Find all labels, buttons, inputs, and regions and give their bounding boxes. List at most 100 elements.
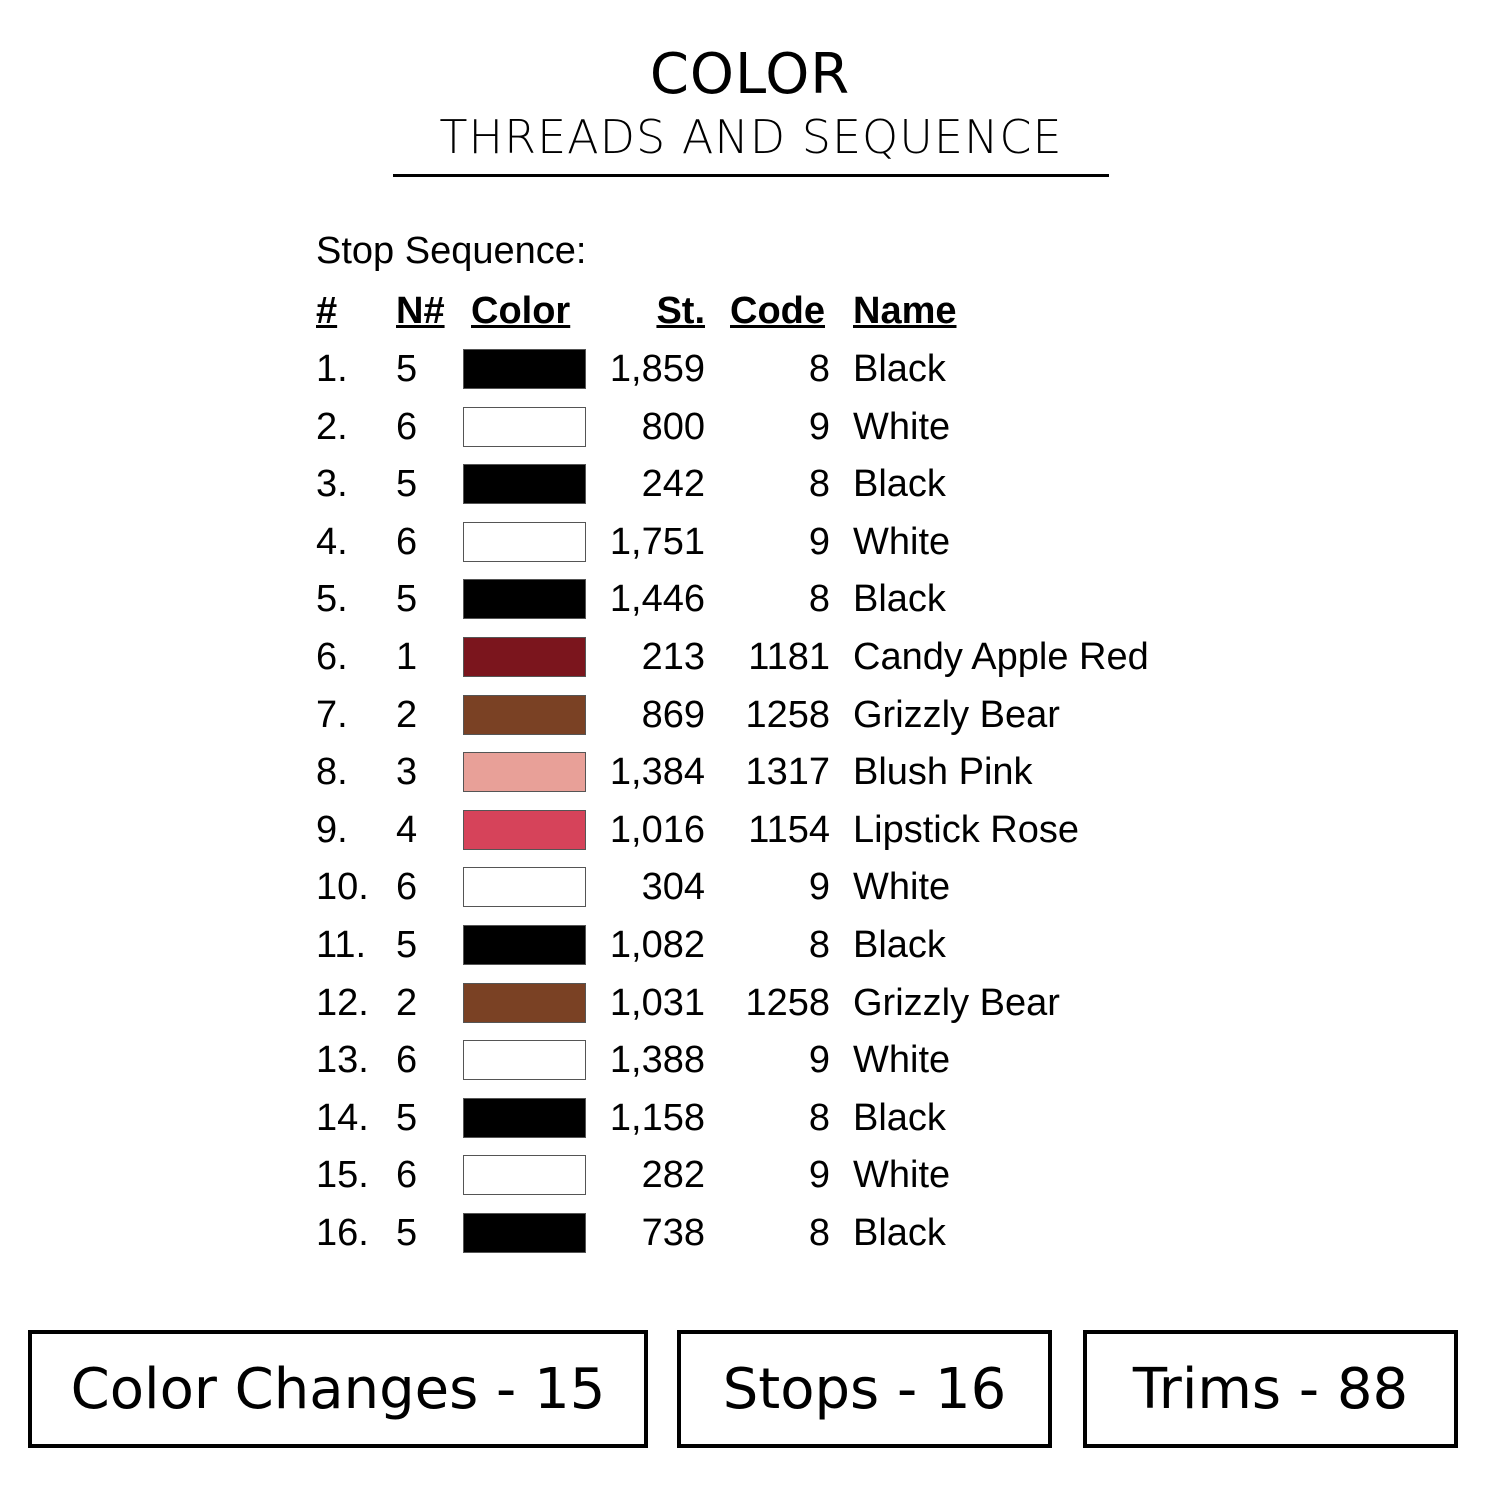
row-number: 8. <box>316 751 348 794</box>
stitch-count: 738 <box>641 1212 705 1254</box>
row-number: 13. <box>316 1039 369 1082</box>
color-swatch <box>463 1155 586 1196</box>
stitch-count: 1,446 <box>609 578 705 621</box>
thread-code: 8 <box>808 924 830 966</box>
thread-code: 1154 <box>748 808 830 851</box>
thread-code: 9 <box>808 520 830 563</box>
trims-box: Trims - 88 <box>1083 1330 1458 1448</box>
row-number: 12. <box>316 981 369 1024</box>
stitch-count: 1,388 <box>609 1039 705 1082</box>
needle-number: 1 <box>396 636 418 678</box>
page-title: COLOR <box>649 42 851 107</box>
header-num: # <box>316 290 338 332</box>
needle-number: 6 <box>396 866 418 909</box>
row-number: 1. <box>316 348 348 390</box>
row-number: 4. <box>316 520 348 563</box>
thread-name: Black <box>853 578 946 621</box>
table-row: 7. 2 869 1258 Grizzly Bear <box>0 690 1500 740</box>
thread-name: Blush Pink <box>853 751 1033 794</box>
thread-code: 9 <box>808 1039 830 1082</box>
header-name: Name <box>853 290 957 332</box>
thread-code: 9 <box>808 405 830 448</box>
needle-number: 5 <box>396 1096 418 1139</box>
stitch-count: 1,384 <box>609 751 705 794</box>
row-number: 11. <box>316 924 367 966</box>
header-needle: N# <box>396 290 445 332</box>
thread-code: 8 <box>808 1212 830 1254</box>
color-swatch <box>463 925 586 965</box>
thread-code: 8 <box>808 348 830 390</box>
header-code: Code <box>730 290 825 332</box>
stitch-count: 282 <box>641 1154 705 1197</box>
thread-name: White <box>853 1154 951 1197</box>
thread-code: 8 <box>808 1096 830 1139</box>
color-swatch <box>463 1040 586 1081</box>
thread-name: White <box>853 866 951 909</box>
needle-number: 5 <box>396 348 418 390</box>
thread-name: Black <box>853 1096 946 1139</box>
stitch-count: 304 <box>641 866 705 909</box>
thread-name: Black <box>853 1212 946 1254</box>
stitch-count: 1,082 <box>609 924 705 966</box>
row-number: 2. <box>316 405 348 448</box>
color-swatch <box>463 1097 586 1138</box>
color-swatch <box>463 982 586 1023</box>
table-row: 2. 6 800 9 White <box>0 402 1500 452</box>
thread-code: 9 <box>808 1154 830 1197</box>
color-swatch <box>463 809 586 850</box>
needle-number: 3 <box>396 751 418 794</box>
color-swatch <box>463 464 586 505</box>
stitch-count: 213 <box>641 636 705 678</box>
table-row: 14. 5 1,158 8 Black <box>0 1093 1500 1143</box>
needle-number: 5 <box>396 1212 418 1254</box>
stitch-count: 1,158 <box>609 1096 705 1139</box>
row-number: 16. <box>316 1212 369 1254</box>
needle-number: 6 <box>396 405 418 448</box>
stitch-count: 1,031 <box>609 981 705 1024</box>
needle-number: 6 <box>396 1039 418 1082</box>
thread-name: Candy Apple Red <box>853 636 1149 678</box>
table-row: 10. 6 304 9 White <box>0 862 1500 912</box>
stitch-count: 1,751 <box>609 520 705 563</box>
table-row: 5. 5 1,446 8 Black <box>0 574 1500 624</box>
row-number: 14. <box>316 1096 369 1139</box>
color-swatch <box>463 1213 586 1253</box>
thread-code: 1258 <box>745 981 830 1024</box>
thread-code: 1181 <box>748 636 830 678</box>
thread-name: Grizzly Bear <box>853 693 1060 736</box>
table-row: 8. 3 1,384 1317 Blush Pink <box>0 747 1500 797</box>
row-number: 10. <box>316 866 369 909</box>
thread-name: White <box>853 520 951 563</box>
thread-code: 1317 <box>745 751 830 794</box>
table-row: 1. 5 1,859 8 Black <box>0 344 1500 394</box>
thread-name: Grizzly Bear <box>853 981 1060 1024</box>
thread-code: 9 <box>808 866 830 909</box>
table-row: 12. 2 1,031 1258 Grizzly Bear <box>0 978 1500 1028</box>
stitch-count: 1,016 <box>609 808 705 851</box>
table-row: 11. 5 1,082 8 Black <box>0 920 1500 970</box>
stitch-count: 869 <box>641 693 705 736</box>
color-swatch <box>463 752 586 793</box>
table-row: 16. 5 738 8 Black <box>0 1208 1500 1258</box>
header-stitches: St. <box>656 290 705 332</box>
color-swatch <box>463 867 586 908</box>
table-row: 9. 4 1,016 1154 Lipstick Rose <box>0 805 1500 855</box>
row-number: 5. <box>316 578 348 621</box>
header-color: Color <box>471 290 571 332</box>
needle-number: 5 <box>396 578 418 621</box>
table-row: 13. 6 1,388 9 White <box>0 1035 1500 1085</box>
color-swatch <box>463 406 586 447</box>
color-swatch <box>463 579 586 620</box>
stitch-count: 1,859 <box>609 348 705 390</box>
row-number: 15. <box>316 1154 369 1197</box>
color-swatch <box>463 521 586 562</box>
row-number: 3. <box>316 463 348 506</box>
thread-name: Black <box>853 348 946 390</box>
thread-name: Black <box>853 924 946 966</box>
stitch-count: 800 <box>641 405 705 448</box>
row-number: 6. <box>316 636 348 678</box>
needle-number: 2 <box>396 981 418 1024</box>
color-swatch <box>463 349 586 389</box>
needle-number: 6 <box>396 1154 418 1197</box>
thread-name: White <box>853 1039 951 1082</box>
